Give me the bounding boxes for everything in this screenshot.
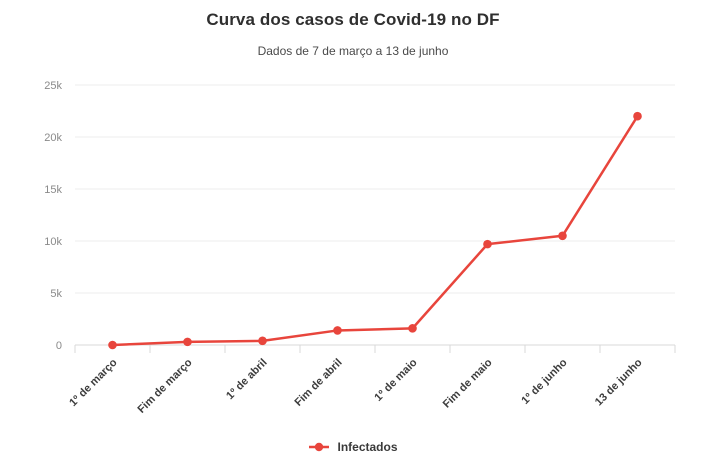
data-point[interactable] — [483, 239, 492, 249]
data-point[interactable] — [408, 324, 417, 333]
data-point[interactable] — [183, 337, 192, 347]
x-axis-category-label: Fim de abril — [292, 357, 344, 409]
x-axis-category-label: Fim de maio — [441, 356, 495, 410]
x-axis-category-label: 13 de junho — [593, 356, 645, 408]
legend-infectados[interactable]: Infectados — [0, 440, 706, 454]
legend-label: Infectados — [337, 440, 398, 454]
chart-subtitle: Dados de 7 de março a 13 de junho — [257, 44, 449, 58]
x-axis-category-label: 1º de junho — [519, 356, 569, 406]
y-axis-tick-label: 5k — [50, 288, 62, 300]
data-point[interactable] — [633, 111, 642, 121]
data-point[interactable] — [108, 340, 117, 350]
data-point[interactable] — [558, 231, 567, 241]
x-axis-category-label: 1º de abril — [224, 357, 269, 402]
y-axis-tick-label: 25k — [44, 80, 62, 92]
y-axis-tick-label: 15k — [44, 184, 62, 196]
x-axis-category-label: 1º de março — [67, 356, 120, 409]
y-axis-tick-label: 0 — [56, 340, 62, 352]
y-axis-tick-label: 20k — [44, 132, 62, 144]
line-chart-plot[interactable]: 0 5k 10k 15k 20k 25k 1º de março Fim de março 1º… — [0, 0, 706, 430]
y-axis-tick-label: 10k — [44, 236, 62, 248]
legend-line-dot-icon — [308, 442, 330, 452]
chart-title: Curva dos casos de Covid-19 no DF — [206, 10, 500, 29]
x-axis-category-label: 1º de maio — [372, 356, 419, 403]
x-axis-category-label: Fim de março — [136, 356, 195, 415]
series-line-infectados — [112, 115, 639, 347]
data-point[interactable] — [258, 336, 267, 346]
data-point[interactable] — [333, 326, 342, 335]
